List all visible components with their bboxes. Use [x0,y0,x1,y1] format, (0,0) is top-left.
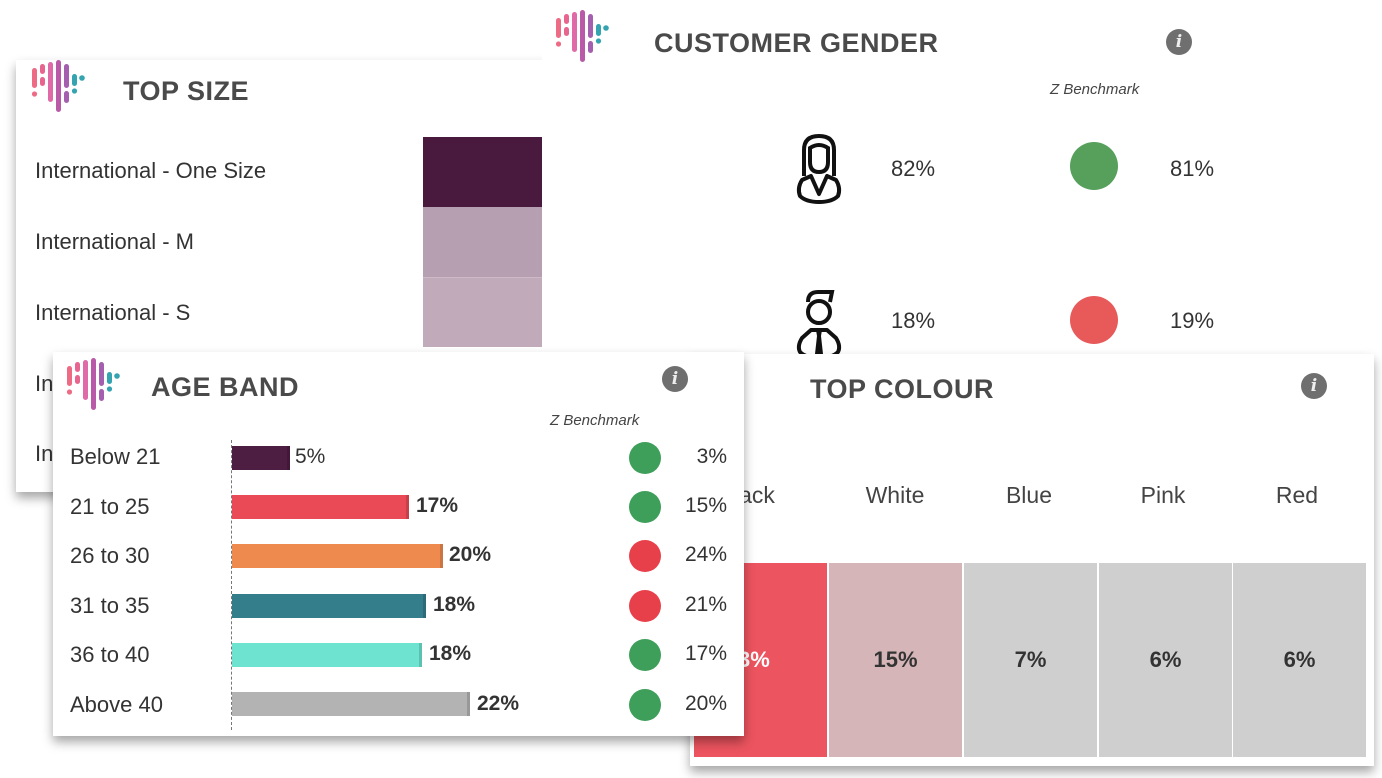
benchmark-label: Z Benchmark [550,412,640,429]
panel-title: TOP COLOUR [810,374,995,404]
benchmark-value: 3% [696,445,727,468]
panel-title: TOP SIZE [123,76,250,106]
age-bar-value: 5% [295,445,326,468]
panel-title: CUSTOMER GENDER [654,28,939,58]
colour-label: Pink [1140,482,1186,508]
age-bar [232,544,443,568]
age-label: 21 to 25 [70,494,150,519]
info-icon[interactable]: i [662,366,688,392]
age-label: 36 to 40 [70,642,150,667]
size-label: International - S [35,300,191,325]
benchmark-label: Z Benchmark [1050,81,1140,98]
size-label: In [35,441,54,466]
age-bar-value: 18% [433,593,476,616]
age-bar-value: 22% [477,692,520,715]
panel-title: AGE BAND [151,372,300,402]
chart-axis [231,440,232,730]
age-bar [232,495,409,519]
top-colour-panel: TOP COLOUR i lack White Blue Pink Red 3%… [690,354,1374,766]
benchmark-status-dot [629,540,661,572]
customer-gender-panel: CUSTOMER GENDER i Z Benchmark 82% 81% 18… [542,8,1232,360]
age-bar-value: 17% [416,494,459,517]
info-icon[interactable]: i [1166,29,1192,55]
colour-value-cell: 6% [1233,563,1366,757]
size-label: In [35,371,54,396]
gender-male-value: 18% [891,308,936,333]
benchmark-status-dot [629,639,661,671]
female-user-icon [796,133,842,204]
brand-logo-icon [31,60,85,112]
colour-value-cell: 7% [964,563,1097,757]
benchmark-status-dot [629,491,661,523]
age-bar-value: 18% [429,642,472,665]
benchmark-value: 15% [684,494,727,517]
benchmark-value: 20% [684,692,727,715]
brand-logo-icon [555,10,609,62]
benchmark-value: 24% [684,543,727,566]
size-label: International - M [35,229,194,254]
benchmark-value: 19% [1170,308,1215,333]
age-label: 31 to 35 [70,593,150,618]
info-icon[interactable]: i [1301,373,1327,399]
size-label: International - One Size [35,158,267,183]
benchmark-value: 81% [1170,156,1215,181]
age-bar [232,692,470,716]
benchmark-value: 17% [684,642,727,665]
colour-label: Red [1275,482,1319,508]
gender-female-value: 82% [891,156,936,181]
benchmark-status-dot [629,689,661,721]
benchmark-status-dot [1070,142,1118,190]
age-label: Above 40 [70,692,163,717]
benchmark-status-dot [629,442,661,474]
benchmark-status-dot [1070,296,1118,344]
benchmark-status-dot [629,590,661,622]
benchmark-value: 21% [684,593,727,616]
colour-value-cell: 6% [1099,563,1232,757]
age-band-panel: AGE BAND i Z Benchmark Below 21 5% 3% 21… [53,352,744,736]
colour-label: White [865,482,925,508]
age-bar-value: 20% [449,543,492,566]
brand-logo-icon [66,358,120,410]
colour-label: Blue [1005,482,1053,508]
age-bar [232,594,426,618]
age-label: 26 to 30 [70,543,150,568]
age-bar [232,643,422,667]
age-bar [232,446,290,470]
colour-value-cell: 15% [829,563,962,757]
male-user-icon [796,290,842,360]
age-label: Below 21 [70,444,161,469]
